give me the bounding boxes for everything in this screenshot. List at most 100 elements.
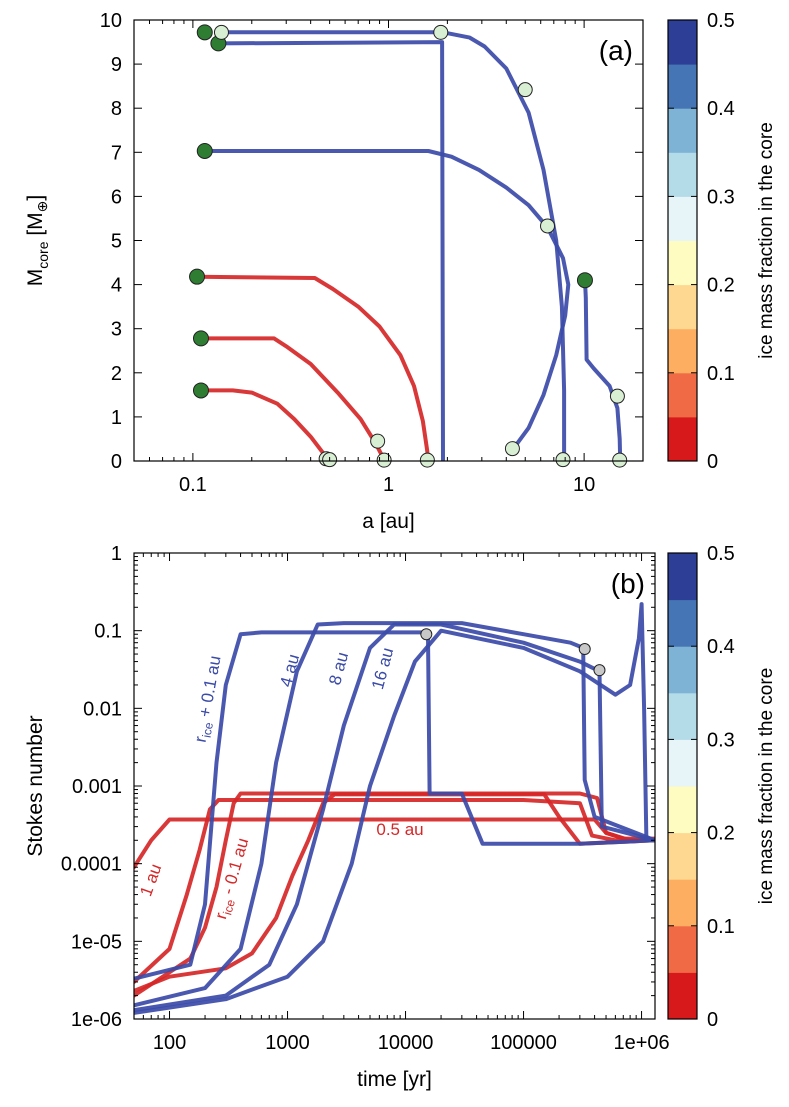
marker-start-0 [196, 24, 213, 41]
marker-end-17 [419, 452, 435, 468]
y-axis-label: Mcore [M⊕] [24, 195, 51, 286]
colorbar-segment [668, 108, 697, 153]
marker-end-16 [376, 452, 392, 468]
annotation-text: 8 au [325, 650, 352, 687]
y-tick-label: 0.001 [72, 776, 122, 798]
series-line-2 [195, 274, 431, 461]
marker-start-2 [196, 142, 213, 159]
colorbar-tick-label: 0.5 [707, 10, 735, 32]
colorbar-segment [668, 646, 697, 694]
x-tick-label: 0.1 [179, 474, 207, 496]
marker-end-7 [213, 24, 229, 40]
y-tick-label: 1e-05 [71, 931, 122, 953]
marker-end-11 [609, 388, 625, 404]
marker-end-9 [517, 82, 533, 98]
colorbar-segment [668, 372, 697, 418]
colorbar-segment [668, 692, 697, 740]
colorbar-segment [668, 786, 697, 834]
y-tick-label: 7 [111, 142, 122, 164]
colorbar-tick-label: 0.4 [707, 98, 735, 120]
marker-end-13 [504, 441, 520, 457]
marker-start-3 [189, 268, 206, 285]
annotation-text: 16 au [368, 646, 397, 692]
curve-annotation: 0.5 au [376, 820, 423, 839]
marker-gray-1 [578, 643, 591, 656]
panel-b: 100 1000 10000 100000 1e+06 1e-06 1e-05 0.0001 0… [24, 543, 777, 1091]
series-line-3 [134, 792, 655, 993]
y-tick-label: 1 [111, 543, 122, 565]
annotation-text: 1 au [136, 861, 165, 899]
colorbar-label: ice mass fraction in the core [756, 122, 777, 359]
curve-annotation: 1 au [136, 861, 165, 899]
y-axis-label-part: [M [24, 212, 47, 241]
y-axis-label: Stokes number [24, 715, 47, 856]
colorbar-frame [667, 552, 698, 1020]
x-tick-label: 100 [153, 1032, 186, 1054]
series-line-4 [583, 278, 623, 461]
series-group [195, 30, 623, 461]
colorbar-tick-label: 0.3 [707, 729, 735, 751]
marker-end-10 [540, 218, 556, 234]
panel-a: 0.1 1 10 0 1 2 3 4 5 6 7 8 9 10 (a) a [au] Mcore [M⊕] 0 0.… [24, 10, 777, 533]
curve-annotation: 8 au [325, 650, 352, 687]
annotation-rest: + 0.1 au [194, 654, 224, 723]
x-axis-label: a [au] [362, 510, 415, 533]
annotation-text: r [191, 735, 211, 744]
colorbar-frame [667, 19, 698, 462]
colorbar-tick-label: 0.1 [707, 916, 735, 938]
plot-frame [133, 19, 644, 462]
colorbar-segment [668, 925, 697, 973]
marker-start-4 [192, 330, 209, 347]
y-axis-label-part: core [35, 241, 51, 268]
colorbar-segment [668, 328, 697, 374]
colorbar-tick-label: 0.2 [707, 275, 735, 297]
series-line-4 [134, 630, 655, 981]
colorbar-segment [668, 284, 697, 330]
series-line-5 [202, 149, 571, 452]
y-tick-label: 9 [111, 54, 122, 76]
marker-gray-2 [593, 664, 606, 677]
colorbar-segment [668, 64, 697, 109]
x-tick-label: 1e+06 [613, 1032, 669, 1054]
colorbar-tick-label: 0.5 [707, 543, 735, 565]
x-tick-label: 1000 [265, 1032, 310, 1054]
colorbar-segment [668, 553, 697, 601]
colorbar-segment [668, 832, 697, 880]
y-tick-label: 0.1 [94, 621, 122, 643]
colorbar-tick-label: 0 [707, 451, 718, 473]
annotation-sub: ice [199, 721, 216, 739]
annotation-text: 0.5 au [376, 820, 423, 839]
colorbar-segment [668, 972, 697, 1020]
y-tick-label: 6 [111, 186, 122, 208]
annotation-text: r [211, 910, 231, 921]
colorbar-tick-label: 0.4 [707, 636, 735, 658]
series-line-5 [134, 621, 655, 1008]
marker-end-19 [612, 452, 628, 468]
colorbar-tick-label: 0 [707, 1009, 718, 1031]
series-line-0 [199, 388, 332, 461]
marker-start-5 [192, 382, 209, 399]
x-axis-label: time [yr] [357, 1068, 432, 1091]
colorbar-tick-label: 0.3 [707, 186, 735, 208]
y-tick-label: 1e-06 [71, 1009, 122, 1031]
y-tick-label: 0 [111, 451, 122, 473]
series-group [134, 602, 655, 1015]
x-tick-label: 10000 [378, 1032, 434, 1054]
series-line-1 [199, 336, 387, 461]
colorbar-segment [668, 20, 697, 65]
annotation-text: 4 au [276, 652, 303, 689]
colorbar-label: ice mass fraction in the core [756, 668, 777, 905]
y-axis-label-part: ⊕ [34, 201, 50, 213]
colorbar-segment [668, 879, 697, 927]
y-tick-label: 4 [111, 275, 122, 297]
y-axis-label-part: ] [24, 195, 47, 201]
marker-end-12 [370, 433, 386, 449]
y-tick-label: 0.0001 [61, 854, 122, 876]
colorbar-segment [668, 240, 697, 286]
colorbar-segment [668, 196, 697, 241]
y-tick-label: 10 [100, 10, 122, 32]
y-tick-label: 8 [111, 98, 122, 120]
colorbar-tick-label: 0.1 [707, 363, 735, 385]
annotation-sub: ice [220, 898, 238, 917]
